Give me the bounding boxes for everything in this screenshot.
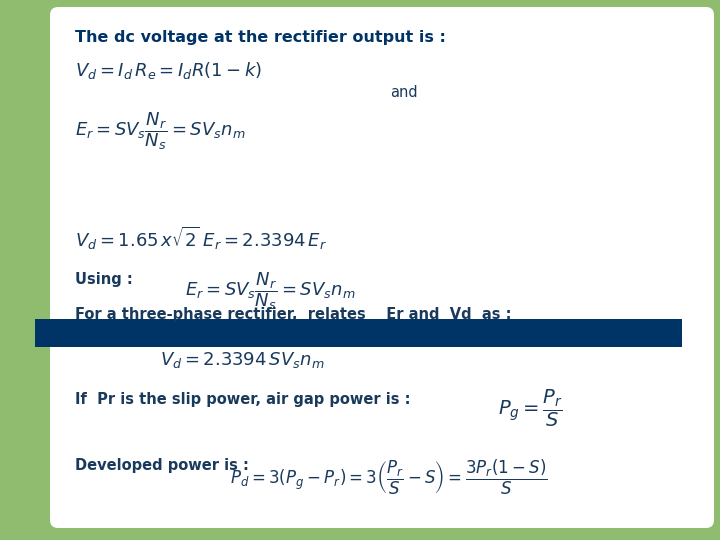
- Text: Using :: Using :: [75, 272, 138, 287]
- Text: For a three-phase rectifier,  relates    Er and  Vd  as :: For a three-phase rectifier, relates Er …: [75, 307, 511, 322]
- Text: Developed power is :: Developed power is :: [75, 458, 249, 473]
- Bar: [35, 319, 682, 347]
- Text: The dc voltage at the rectifier output is :: The dc voltage at the rectifier output i…: [75, 30, 446, 45]
- FancyBboxPatch shape: [50, 7, 714, 528]
- Text: $V_d = 1.65\, x\sqrt{2}\; E_r = 2.3394\, E_r$: $V_d = 1.65\, x\sqrt{2}\; E_r = 2.3394\,…: [75, 225, 327, 252]
- Text: and: and: [390, 85, 418, 100]
- Text: $V_d = 2.3394\, SV_s n_m$: $V_d = 2.3394\, SV_s n_m$: [160, 350, 325, 370]
- Text: $P_g = \dfrac{P_r}{S}$: $P_g = \dfrac{P_r}{S}$: [498, 388, 563, 429]
- Text: If  Pr is the slip power, air gap power is :: If Pr is the slip power, air gap power i…: [75, 392, 415, 407]
- Text: $V_d = I_d\, R_e = I_d R(1-k)$: $V_d = I_d\, R_e = I_d R(1-k)$: [75, 60, 262, 81]
- Text: $E_r = SV_s \dfrac{N_r}{N_s} = SV_s n_m$: $E_r = SV_s \dfrac{N_r}{N_s} = SV_s n_m$: [185, 270, 356, 312]
- Text: $E_r = SV_s \dfrac{N_r}{N_s} = SV_s n_m$: $E_r = SV_s \dfrac{N_r}{N_s} = SV_s n_m$: [75, 110, 246, 152]
- Text: $P_d = 3(P_g - P_r) = 3\left(\dfrac{P_r}{S} - S\right) = \dfrac{3P_r(1-S)}{S}$: $P_d = 3(P_g - P_r) = 3\left(\dfrac{P_r}…: [230, 458, 547, 497]
